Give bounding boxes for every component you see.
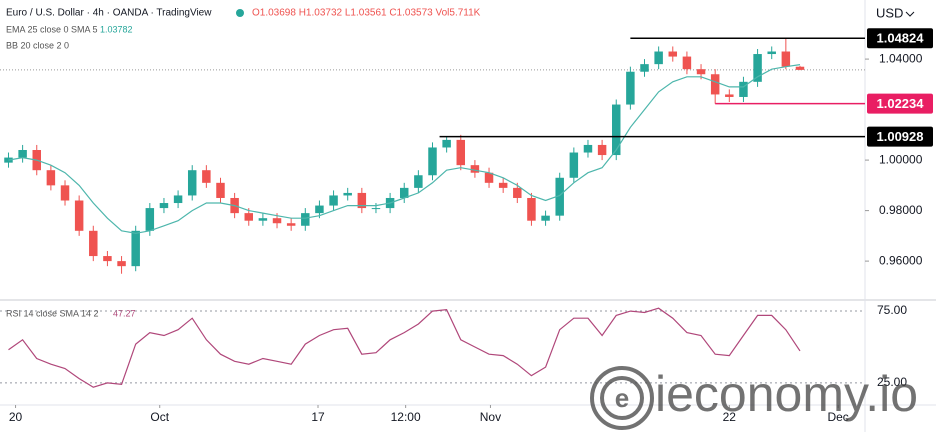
candle-body bbox=[173, 195, 183, 204]
candle-body bbox=[795, 66, 805, 70]
rsi-line bbox=[8, 307, 801, 388]
candle-body bbox=[442, 139, 451, 148]
candle-body bbox=[343, 192, 352, 196]
candle-body bbox=[202, 170, 211, 183]
candle-body bbox=[357, 192, 367, 209]
candle-body bbox=[371, 208, 381, 210]
candle-body bbox=[555, 177, 564, 216]
candle-body bbox=[640, 64, 649, 72]
candle-body bbox=[258, 218, 268, 221]
candle-body bbox=[89, 230, 98, 257]
candle-body bbox=[301, 213, 310, 226]
y-tick-label: 0.96000 bbox=[879, 253, 923, 267]
watermark-logo: e bbox=[590, 366, 654, 430]
candle-body bbox=[626, 71, 635, 105]
rsi-value: 47.27 bbox=[113, 308, 136, 318]
candle-body bbox=[498, 182, 508, 188]
x-tick-label: 12:00 bbox=[391, 410, 421, 424]
candle-body bbox=[428, 147, 437, 176]
candle-body bbox=[286, 223, 296, 226]
candle-body bbox=[46, 170, 56, 186]
candle-body bbox=[753, 54, 762, 82]
x-tick-label: 17 bbox=[311, 410, 325, 424]
x-tick-label: Nov bbox=[480, 410, 501, 424]
level-label: 1.04824 bbox=[877, 31, 925, 46]
y-tick-label: 1.00000 bbox=[879, 152, 923, 166]
svg-text:e: e bbox=[615, 383, 629, 413]
candle-body bbox=[456, 139, 466, 166]
candle-body bbox=[597, 144, 607, 156]
y-tick-label: 1.04000 bbox=[879, 51, 923, 65]
candle-body bbox=[682, 56, 692, 70]
level-label-box bbox=[867, 126, 933, 147]
symbol-title: Euro / U.S. Dollar · 4h · OANDA · Tradin… bbox=[6, 8, 212, 19]
bb-label: BB 20 close 2 0 bbox=[6, 40, 69, 50]
candle-body bbox=[131, 230, 140, 267]
candle-body bbox=[187, 170, 197, 196]
x-tick-label: 20 bbox=[9, 410, 23, 424]
candle-body bbox=[103, 256, 112, 262]
candle-body bbox=[60, 185, 70, 201]
candle-body bbox=[725, 94, 734, 97]
candle-body bbox=[583, 144, 593, 153]
ema-line bbox=[8, 64, 801, 234]
x-tick-label: Oct bbox=[150, 410, 169, 424]
candle-body bbox=[739, 81, 748, 97]
currency-dropdown[interactable] bbox=[905, 11, 915, 17]
candle-body bbox=[767, 51, 776, 55]
currency-label[interactable]: USD bbox=[876, 5, 903, 20]
ema-label: EMA 25 close 0 SMA 5 bbox=[6, 24, 98, 34]
candle-body bbox=[612, 104, 621, 156]
candle-body bbox=[781, 51, 791, 67]
candle-body bbox=[244, 213, 253, 221]
candle-body bbox=[513, 187, 522, 198]
x-tick-label: Dec bbox=[827, 410, 848, 424]
candle-body bbox=[414, 175, 423, 188]
candle-body bbox=[654, 51, 663, 65]
candle-body bbox=[470, 165, 480, 173]
watermark-text: ieconomy.io bbox=[655, 366, 918, 422]
rsi-tick-label: 25.00 bbox=[877, 375, 907, 389]
rsi-tick-label: 75.00 bbox=[877, 303, 907, 317]
candle-body bbox=[668, 51, 678, 57]
candle-body bbox=[710, 74, 720, 95]
level-label-box bbox=[867, 93, 933, 114]
x-tick-label: 22 bbox=[723, 410, 737, 424]
candle-body bbox=[541, 215, 550, 221]
candle-body bbox=[329, 195, 338, 206]
candle-body bbox=[18, 150, 27, 158]
level-label: 1.00928 bbox=[877, 129, 924, 144]
rsi-label: RSI 14 close SMA 14 2 bbox=[6, 308, 99, 318]
candle-body bbox=[4, 157, 13, 163]
candle-body bbox=[527, 197, 536, 221]
candle-body bbox=[696, 69, 706, 75]
candle-body bbox=[272, 218, 282, 224]
y-tick-label: 0.98000 bbox=[879, 203, 923, 217]
status-dot bbox=[236, 9, 244, 17]
candle-body bbox=[399, 187, 409, 198]
candle-body bbox=[159, 203, 169, 209]
ohlc-header: O1.03698 H1.03732 L1.03561 C1.03573 Vol5… bbox=[252, 8, 481, 19]
candle-body bbox=[74, 200, 84, 231]
ema-value: 1.03782 bbox=[100, 24, 133, 34]
level-label: 1.02234 bbox=[877, 96, 925, 111]
candle-body bbox=[145, 208, 155, 231]
level-label-box bbox=[867, 28, 933, 49]
candle-body bbox=[484, 172, 494, 183]
candle-body bbox=[569, 152, 579, 178]
candle-body bbox=[315, 205, 324, 214]
candle-body bbox=[216, 182, 225, 198]
candle-body bbox=[117, 261, 126, 267]
